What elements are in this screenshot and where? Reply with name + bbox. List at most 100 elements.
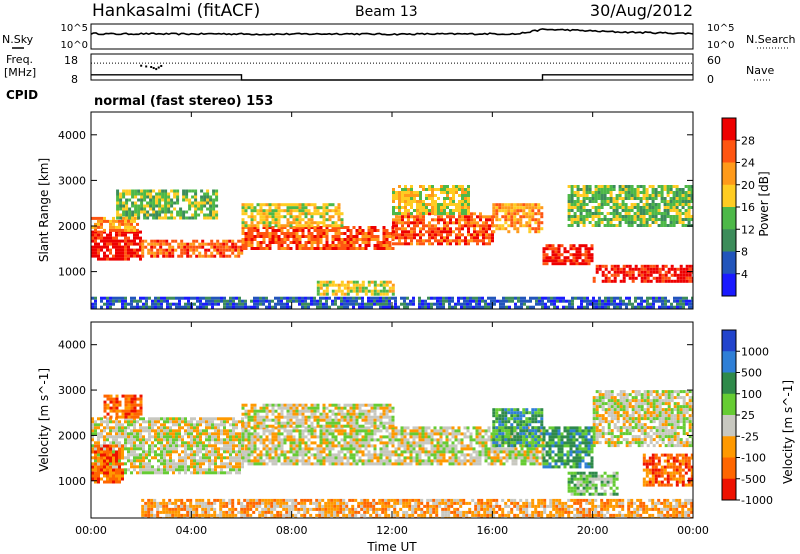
data-cell [352,459,356,463]
data-cell [206,216,210,220]
data-cell [139,417,142,421]
data-cell [223,465,226,469]
data-cell [364,289,368,293]
data-cell [322,206,326,210]
data-cell [325,218,329,222]
data-cell [188,198,192,202]
data-cell [189,248,193,252]
data-cell [328,459,332,463]
data-cell [666,194,670,197]
data-cell [280,432,284,436]
data-cell [355,432,359,436]
data-cell [385,444,389,448]
data-cell [618,197,622,200]
data-cell [145,420,148,424]
data-cell [340,444,344,448]
data-cell [664,279,668,283]
data-cell [613,270,617,274]
data-cell [202,468,205,472]
data-cell [554,253,558,257]
data-cell [594,215,598,218]
data-cell [501,206,505,210]
data-cell [343,438,347,442]
data-cell [136,429,139,433]
data-cell [162,254,166,258]
data-cell [175,468,178,472]
data-cell [304,226,308,229]
data-cell [664,305,667,309]
data-cell [307,229,311,232]
data-cell [409,456,413,460]
data-cell [262,426,266,430]
data-cell [379,296,382,300]
data-cell [349,432,353,436]
data-cell [651,197,655,200]
data-cell [109,474,112,478]
data-cell [343,462,347,466]
data-cell [448,456,452,460]
data-cell [136,228,139,232]
data-cell [537,203,541,207]
data-cell [618,185,622,188]
data-cell [259,426,263,430]
data-cell [376,238,380,241]
data-cell [171,248,175,252]
data-cell [184,450,187,454]
cpid-label: CPID [6,88,38,102]
data-cell [289,232,293,235]
data-cell [181,438,184,442]
data-cell [627,206,631,209]
data-cell [139,459,142,463]
data-cell [627,185,631,188]
data-cell [316,459,320,463]
data-cell [235,423,238,427]
data-cell [416,233,419,237]
data-cell [355,453,359,457]
data-cell [660,188,664,191]
data-cell [259,206,263,210]
data-cell [607,299,610,303]
data-cell [307,432,311,436]
data-cell [194,192,198,196]
data-cell [337,224,341,228]
data-cell [616,305,619,309]
data-cell [675,200,679,203]
data-cell [283,226,287,229]
data-cell [103,415,107,419]
data-cell [437,206,440,209]
data-cell [169,435,172,439]
data-cell [534,203,538,207]
data-cell [398,242,401,246]
data-cell [253,235,257,238]
data-cell [183,245,187,249]
data-cell [598,267,602,271]
colorbar-tick-label: 12 [741,223,755,236]
data-cell [427,426,431,430]
data-cell [443,185,446,188]
data-cell [223,432,226,436]
data-cell [215,213,219,217]
data-cell [394,302,397,306]
data-cell [485,224,488,228]
data-cell [449,191,452,194]
data-cell [169,450,172,454]
data-cell [376,429,380,433]
data-cell [217,435,220,439]
data-cell [334,302,337,306]
data-cell [172,459,175,463]
data-cell [610,299,613,303]
data-cell [313,302,316,306]
data-cell [128,207,132,211]
data-cell [161,189,165,193]
data-cell [223,441,226,445]
data-cell [170,201,174,205]
data-cell [316,450,320,454]
data-cell [124,456,127,460]
data-cell [361,283,365,287]
data-cell [234,245,238,249]
data-cell [316,280,320,284]
data-cell [352,226,356,229]
data-cell [376,462,380,466]
data-cell [633,221,637,224]
data-cell [355,286,359,290]
